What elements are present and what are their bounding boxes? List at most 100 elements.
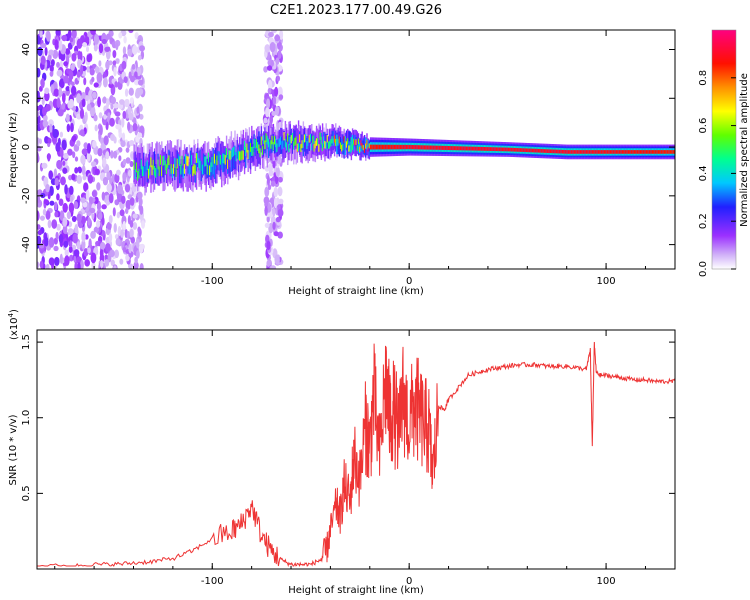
heatmap-cell xyxy=(192,166,194,177)
heatmap-cell xyxy=(56,159,63,170)
heatmap-cell xyxy=(267,184,272,191)
heatmap-cell xyxy=(52,128,59,139)
heatmap-cell xyxy=(350,137,353,144)
heatmap-cell xyxy=(129,160,134,168)
heatmap-cell xyxy=(98,43,104,54)
heatmap-cell xyxy=(261,146,264,155)
heatmap-cell xyxy=(312,135,314,144)
heatmap-cell xyxy=(354,138,356,156)
heatmap-cell xyxy=(360,140,362,152)
heatmap-cell xyxy=(593,150,595,154)
heatmap-cell xyxy=(167,158,169,168)
heatmap-cell xyxy=(444,145,446,150)
heatmap-cell xyxy=(102,176,109,186)
heatmap-cell xyxy=(125,157,131,164)
heatmap-cell xyxy=(101,216,105,226)
heatmap-cell xyxy=(54,211,59,218)
heatmap-cell xyxy=(141,166,144,186)
heatmap-cell xyxy=(114,81,118,88)
heatmap-cell xyxy=(294,137,296,146)
heatmap-cell xyxy=(70,63,75,71)
heatmap-cell xyxy=(377,144,379,150)
heatmap-cell xyxy=(296,134,299,151)
heatmap-cell xyxy=(461,146,463,151)
heatmap-cell xyxy=(110,96,117,105)
heatmap-cell xyxy=(589,150,591,154)
heatmap-cell xyxy=(336,140,338,155)
heatmap-cell xyxy=(601,150,603,154)
heatmap-cell xyxy=(497,147,499,152)
heatmap-cell xyxy=(98,212,103,220)
heatmap-cell xyxy=(212,164,215,175)
heatmap-cell xyxy=(522,148,524,152)
heatmap-cell xyxy=(206,143,209,173)
heatmap-cell xyxy=(267,87,272,95)
heatmap-cell xyxy=(177,158,180,188)
heatmap-cell xyxy=(62,224,68,235)
heatmap-cell xyxy=(63,75,69,84)
heatmap-cell xyxy=(501,147,504,152)
heatmap-cell xyxy=(105,151,110,160)
heatmap-cell xyxy=(307,138,309,146)
heatmap-cell xyxy=(110,259,116,267)
heatmap-cell xyxy=(69,98,74,108)
heatmap-cell xyxy=(64,255,70,267)
heatmap-cell xyxy=(39,260,44,269)
snr-series-line xyxy=(37,341,675,568)
heatmap-cell xyxy=(131,64,136,70)
heatmap-cell xyxy=(193,163,195,174)
heatmap-cell xyxy=(383,144,385,150)
heatmap-cell xyxy=(64,184,68,195)
spectrogram-y-label: Frequency (Hz) xyxy=(8,112,19,188)
heatmap-cell xyxy=(473,146,475,151)
heatmap-cell xyxy=(195,153,198,163)
heatmap-cell xyxy=(274,254,280,265)
heatmap-cell xyxy=(458,146,461,151)
heatmap-cell xyxy=(42,106,47,116)
heatmap-cell xyxy=(49,64,54,72)
heatmap-cell xyxy=(76,38,83,49)
heatmap-cell xyxy=(375,144,378,150)
heatmap-cell xyxy=(144,165,146,176)
heatmap-cell xyxy=(62,167,68,174)
heatmap-cell xyxy=(266,240,271,251)
heatmap-cell xyxy=(143,152,145,173)
heatmap-cell xyxy=(115,238,121,246)
heatmap-cell xyxy=(510,147,512,152)
heatmap-cell xyxy=(61,34,68,42)
spectrogram-y-axis: -40 -20 0 20 40 xyxy=(21,43,675,253)
heatmap-cell xyxy=(114,233,119,240)
heatmap-cell xyxy=(317,140,319,156)
heatmap-cell xyxy=(325,134,327,149)
heatmap-cell xyxy=(272,221,276,231)
heatmap-cell xyxy=(139,113,144,120)
heatmap-cell xyxy=(380,144,383,150)
heatmap-cell xyxy=(509,147,511,152)
heatmap-cell xyxy=(471,146,474,151)
heatmap-cell xyxy=(130,236,136,244)
heatmap-cell xyxy=(215,147,217,167)
heatmap-cell xyxy=(269,142,271,151)
heatmap-cell xyxy=(138,243,144,254)
heatmap-cell xyxy=(246,143,248,153)
heatmap-cell xyxy=(67,30,72,40)
heatmap-cell xyxy=(425,145,427,150)
heatmap-cell xyxy=(90,30,96,35)
heatmap-cell xyxy=(102,157,107,167)
heatmap-cell xyxy=(137,88,144,96)
heatmap-cell xyxy=(67,228,74,236)
snr-frame xyxy=(36,329,676,570)
heatmap-cell xyxy=(405,144,408,150)
heatmap-cell xyxy=(529,148,531,153)
heatmap-cell xyxy=(176,158,179,169)
heatmap-cell xyxy=(113,265,117,269)
heatmap-cell xyxy=(74,156,79,162)
heatmap-cell xyxy=(440,145,443,150)
heatmap-cell xyxy=(59,253,63,264)
heatmap-cell xyxy=(348,131,350,150)
heatmap-cell xyxy=(289,136,291,146)
heatmap-cell xyxy=(459,146,462,151)
heatmap-cell xyxy=(272,207,276,216)
heatmap-cell xyxy=(524,148,527,153)
heatmap-cell xyxy=(275,216,281,223)
